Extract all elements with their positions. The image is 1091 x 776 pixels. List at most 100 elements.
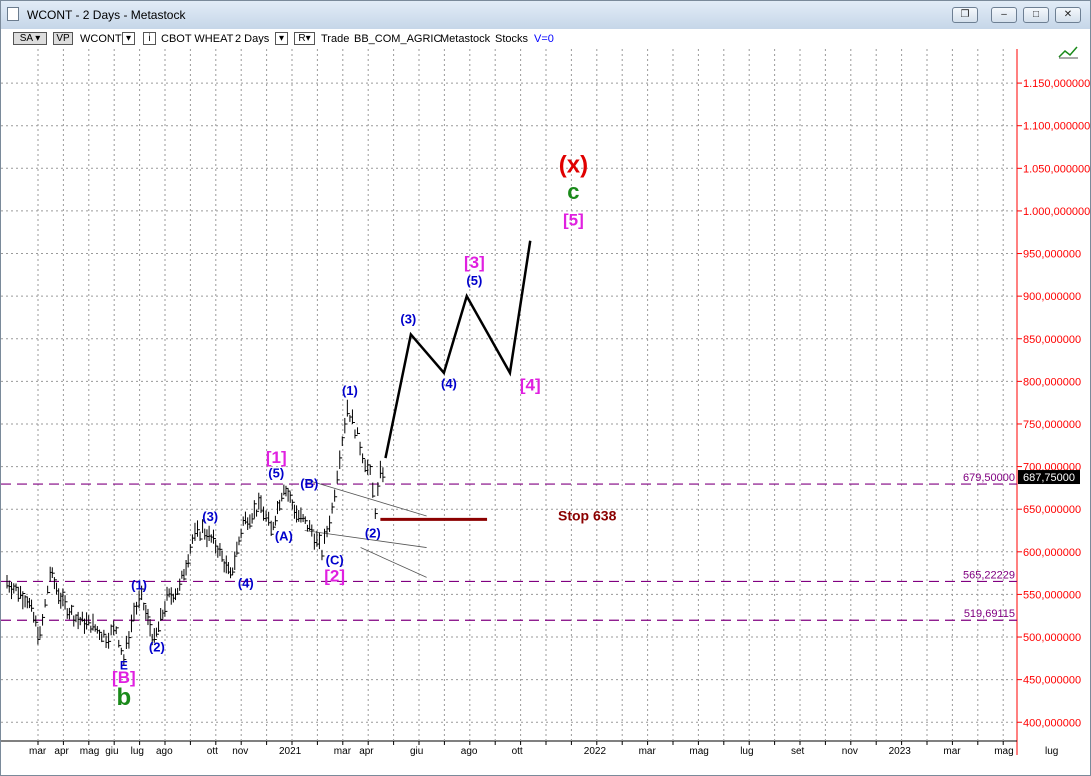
time-axis-label: ago	[156, 746, 173, 757]
price-tick-label: 900,000000	[1023, 291, 1081, 303]
time-axis-label: nov	[232, 746, 248, 757]
sa-label: SA	[19, 33, 33, 44]
wave-label: [3]	[464, 253, 485, 272]
document-icon	[7, 7, 19, 21]
time-axis-label: mag	[80, 746, 99, 757]
price-tick-label: 800,000000	[1023, 376, 1081, 388]
wave-label: (1)	[342, 383, 358, 398]
mode-label: Trade	[321, 33, 350, 45]
trend-channel-line	[304, 530, 427, 548]
price-tick-label: 950,000000	[1023, 249, 1081, 261]
stop-label: Stop 638	[558, 507, 617, 523]
wave-label: [B]	[112, 668, 136, 687]
price-tick-label: 500,000000	[1023, 632, 1081, 644]
wave-label: (1)	[131, 577, 147, 592]
time-axis-label: mag	[689, 746, 708, 757]
sa-button[interactable]: SA ▾	[13, 32, 47, 45]
time-axis-label: set	[791, 746, 805, 757]
wave-label: (A)	[275, 529, 293, 544]
time-axis-label: mar	[943, 746, 961, 757]
chart-options-icon	[1058, 46, 1078, 58]
wave-label: (C)	[326, 553, 344, 568]
time-axis-label: apr	[54, 746, 69, 757]
price-tick-label: 1.000,000000	[1023, 206, 1090, 218]
price-tick-label: 600,000000	[1023, 547, 1081, 559]
wave-label: (3)	[400, 311, 416, 326]
price-tick-label: 400,000000	[1023, 717, 1081, 729]
current-price-box	[1018, 470, 1080, 485]
vp-label: VP	[56, 33, 70, 44]
plot-background	[1, 49, 1017, 741]
wave-label: E	[120, 658, 128, 672]
price-tick-label: 450,000000	[1023, 675, 1081, 687]
projection-path	[384, 240, 532, 459]
wave-label: [4]	[520, 376, 541, 395]
time-axis-label: giu	[410, 746, 423, 757]
price-tick-label: 550,000000	[1023, 589, 1081, 601]
time-axis-label: mag	[994, 746, 1013, 757]
time-axis-label: giu	[105, 746, 118, 757]
horizontal-level-label: 565,22229	[963, 569, 1015, 581]
time-axis-label: ott	[512, 746, 523, 757]
wave-label: (x)	[559, 152, 588, 179]
wave-label: (2)	[365, 525, 381, 540]
title-bar[interactable]: WCONT - 2 Days - Metastock ❐ – □ ✕	[1, 1, 1090, 30]
wave-label: (4)	[441, 376, 457, 391]
trend-channel-line	[304, 478, 427, 517]
restore-down-button[interactable]: ❐	[952, 7, 978, 23]
vp-button[interactable]: VP	[53, 32, 73, 45]
price-tick-label: 1.150,000000	[1023, 78, 1090, 90]
window-title: WCONT - 2 Days - Metastock	[27, 8, 186, 22]
type-label: Stocks	[495, 33, 529, 45]
plot: 1.150,000000 1.100,000000 1.050,000000 1.00…	[1, 46, 1090, 757]
chart-toolbar: SA ▾ VP WCONT ▾ i CBOT WHEAT 2 Days ▾ R▾…	[1, 29, 1090, 49]
chart-area[interactable]: 1.150,000000 1.100,000000 1.050,000000 1.00…	[1, 29, 1090, 775]
price-tick-label: 750,000000	[1023, 419, 1081, 431]
r-label: R	[298, 33, 306, 44]
r-dropdown[interactable]: R▾	[294, 32, 315, 45]
time-axis-label: mar	[334, 746, 352, 757]
minimize-button[interactable]: –	[991, 7, 1017, 23]
wave-label: (5)	[268, 466, 284, 481]
time-axis-label: nov	[842, 746, 858, 757]
wave-label: (5)	[466, 273, 482, 288]
wave-label: (B)	[300, 476, 318, 491]
volume-label: V=0	[534, 33, 554, 45]
trend-channel-line	[360, 547, 427, 578]
wave-label: (3)	[202, 509, 218, 524]
time-axis-label: apr	[359, 746, 374, 757]
price-tick-label: 850,000000	[1023, 334, 1081, 346]
wave-label: (2)	[149, 640, 165, 655]
time-axis-label: mar	[29, 746, 47, 757]
period-dropdown-icon[interactable]: ▾	[275, 32, 288, 45]
time-axis-label: lug	[131, 746, 144, 757]
time-axis-label: 2021	[279, 746, 302, 757]
maximize-button[interactable]: □	[1023, 7, 1049, 23]
horizontal-level-label: 519,69115	[964, 608, 1015, 620]
category-label: BB_COM_AGRIC	[354, 33, 442, 45]
price-tick-label: 1.100,000000	[1023, 121, 1090, 133]
symbol-dropdown-icon[interactable]: ▾	[122, 32, 135, 45]
wave-label: [1]	[266, 448, 287, 467]
time-axis-label: lug	[1045, 746, 1058, 757]
source-label: Metastock	[440, 33, 491, 45]
time-axis-label: ago	[461, 746, 478, 757]
instrument-label: CBOT WHEAT	[161, 33, 234, 45]
time-axis-label: 2023	[889, 746, 912, 757]
price-tick-label: 650,000000	[1023, 504, 1081, 516]
horizontal-level-label: 679,50000	[963, 472, 1015, 484]
time-axis-label: lug	[740, 746, 753, 757]
wave-label: (4)	[238, 576, 254, 591]
wave-label: [5]	[563, 210, 584, 229]
wave-label: c	[567, 179, 579, 204]
time-axis-label: ott	[207, 746, 218, 757]
time-axis-label: 2022	[584, 746, 607, 757]
time-axis-label: mar	[639, 746, 657, 757]
symbol-label[interactable]: WCONT	[80, 33, 122, 45]
period-label[interactable]: 2 Days	[235, 33, 270, 45]
info-icon[interactable]: i	[143, 32, 156, 45]
current-price-label: 687,75000	[1023, 472, 1075, 484]
close-button[interactable]: ✕	[1055, 7, 1081, 23]
wave-label: b	[117, 684, 132, 711]
